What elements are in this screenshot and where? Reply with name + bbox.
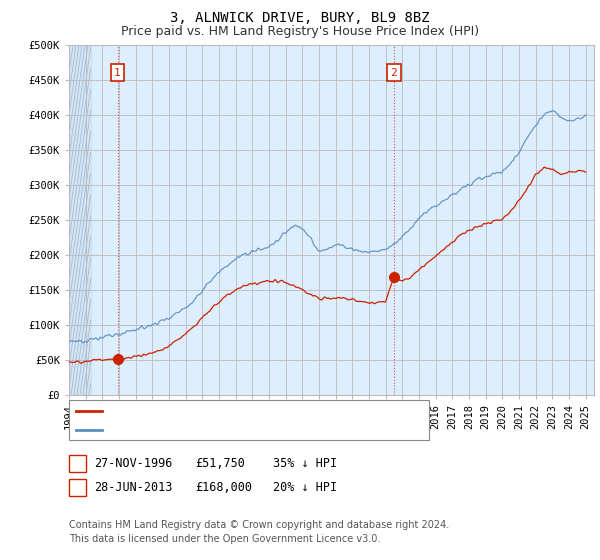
Text: £168,000: £168,000 xyxy=(195,480,252,494)
Text: 2: 2 xyxy=(391,68,397,78)
Text: 28-JUN-2013: 28-JUN-2013 xyxy=(94,480,173,494)
Text: 27-NOV-1996: 27-NOV-1996 xyxy=(94,457,173,470)
Text: 3, ALNWICK DRIVE, BURY, BL9 8BZ: 3, ALNWICK DRIVE, BURY, BL9 8BZ xyxy=(170,11,430,25)
Text: Contains HM Land Registry data © Crown copyright and database right 2024.
This d: Contains HM Land Registry data © Crown c… xyxy=(69,520,449,544)
Text: HPI: Average price, detached house, Bury: HPI: Average price, detached house, Bury xyxy=(107,425,377,435)
Text: Price paid vs. HM Land Registry's House Price Index (HPI): Price paid vs. HM Land Registry's House … xyxy=(121,25,479,38)
Text: 2: 2 xyxy=(74,480,81,494)
Text: 1: 1 xyxy=(74,457,81,470)
Text: 3, ALNWICK DRIVE, BURY, BL9 8BZ (detached house): 3, ALNWICK DRIVE, BURY, BL9 8BZ (detache… xyxy=(107,407,431,417)
Text: 20% ↓ HPI: 20% ↓ HPI xyxy=(273,480,337,494)
Text: 35% ↓ HPI: 35% ↓ HPI xyxy=(273,457,337,470)
Text: 1: 1 xyxy=(114,68,121,78)
Text: £51,750: £51,750 xyxy=(195,457,245,470)
